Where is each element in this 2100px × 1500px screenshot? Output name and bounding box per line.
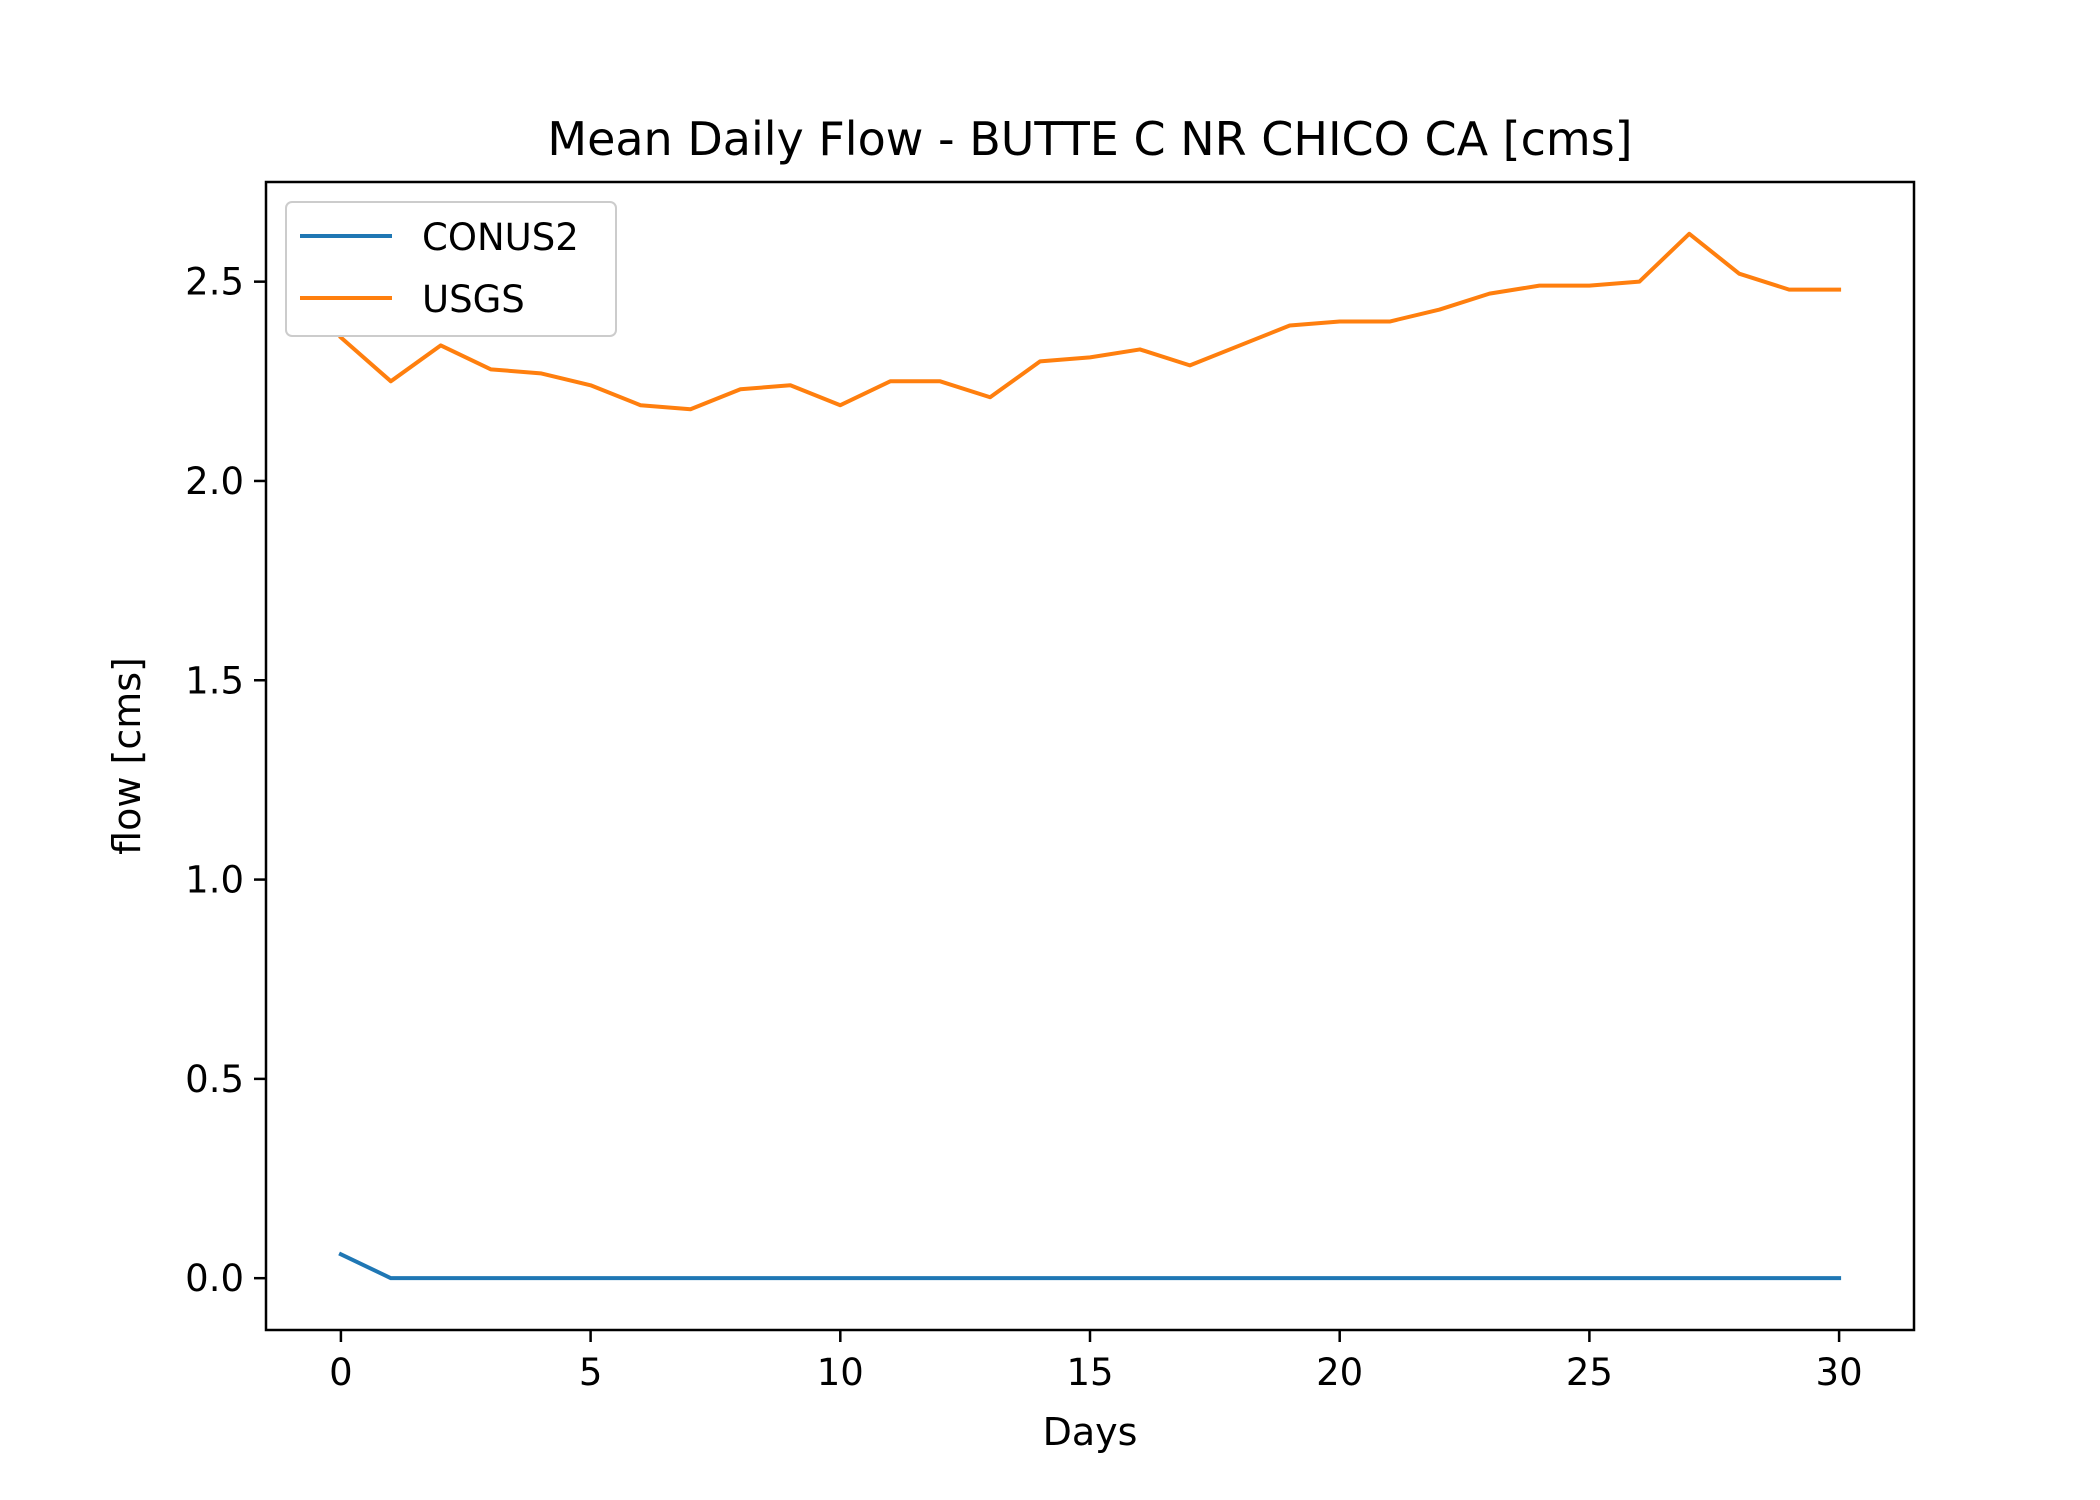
x-tick-label: 0 [329,1351,353,1394]
y-tick-label: 2.5 [185,261,244,304]
series-line-usgs [338,231,1842,412]
y-axis-ticks: 0.0 0.5 1.0 1.5 2.0 2.5 [185,261,266,1300]
x-tick-label: 15 [1066,1351,1113,1394]
y-tick-label: 1.0 [185,859,244,902]
y-tick-label: 1.5 [185,659,244,702]
y-tick-label: 0.5 [185,1058,244,1101]
legend-label-conus2: CONUS2 [422,216,579,259]
x-tick-label: 30 [1816,1351,1863,1394]
x-tick-label: 5 [579,1351,603,1394]
series-layer [338,231,1842,1281]
chart-title: Mean Daily Flow - BUTTE C NR CHICO CA [c… [547,112,1632,166]
y-tick-label: 2.0 [185,460,244,503]
x-axis-label: Days [1043,1410,1138,1454]
legend: CONUS2 USGS [285,201,617,337]
legend-label-usgs: USGS [422,278,525,321]
x-tick-label: 20 [1316,1351,1363,1394]
plot-frame [264,180,1916,1332]
y-axis-label: flow [cms] [105,657,149,855]
x-tick-label: 25 [1566,1351,1613,1394]
x-axis-ticks: 0 5 10 15 20 25 30 [329,1330,1863,1394]
x-tick-label: 10 [817,1351,864,1394]
series-line-conus2 [338,1251,1842,1281]
y-tick-label: 0.0 [185,1257,244,1300]
